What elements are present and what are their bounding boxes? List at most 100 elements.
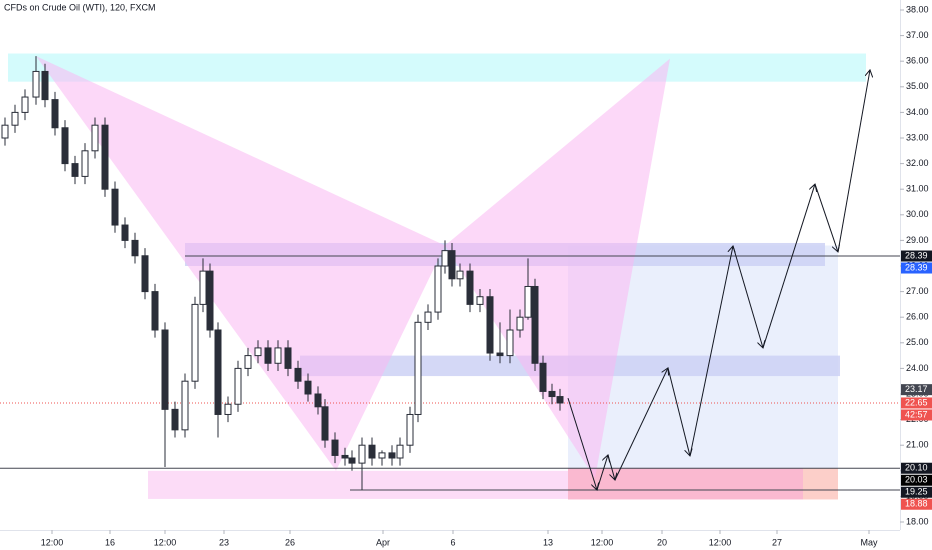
projection-segment [732,245,763,348]
candle-body [21,96,29,113]
zone [148,470,568,499]
candle-body [466,270,474,305]
candle-body [388,452,396,459]
candle-body [304,380,312,395]
y-tick-label: 31.00 [906,184,929,194]
candle-body [556,396,564,404]
zone [568,468,803,500]
price-label-bg [901,397,932,409]
candle-body [348,457,356,464]
zone [8,53,866,82]
projection-segment [667,367,690,456]
candle-body [321,406,329,441]
x-tick-label: 23 [219,537,229,547]
y-tick-label: 34.00 [906,107,929,117]
projection-segment [762,184,815,349]
candle-body [314,393,322,408]
candle-body [331,439,339,456]
y-tick-label: 36.00 [906,56,929,66]
candle-body [424,311,432,323]
price-label-bg [901,486,932,498]
price-label-bg [901,262,932,274]
candle-body [71,163,79,177]
candle-body [548,390,556,398]
candle-body [506,329,514,357]
candle-body [61,127,69,165]
y-tick-label: 18.00 [906,516,929,526]
price-label-bg [901,409,932,421]
harmonic-pattern [36,56,445,471]
candle-body [496,352,504,357]
x-tick-label: 12:00 [591,537,614,547]
projection-segment [614,368,668,481]
candle-body [171,408,179,431]
projection-segment [567,397,597,490]
candle-body [161,329,169,410]
candle-body [368,444,376,459]
x-tick-label: Apr [376,537,390,547]
candle-body [274,347,282,364]
candle-body [476,296,484,305]
y-tick-label: 38.00 [906,4,929,14]
x-tick-label: 13 [543,537,553,547]
candle-body [244,355,252,369]
candle-body [414,321,422,415]
price-label: 19.25 [905,487,928,497]
candle-body [199,270,207,305]
y-tick-label: 32.00 [906,158,929,168]
candle-body [456,270,464,280]
candle-body [191,303,199,382]
candle-body [234,367,242,405]
candle-body [434,265,442,313]
y-tick-label: 27.00 [906,286,929,296]
candle-body [206,270,214,331]
candle-body [358,444,366,464]
projection-segment [596,455,608,491]
candle-body [294,367,302,382]
candle-body [91,124,99,152]
x-tick-label: 12:00 [41,537,64,547]
y-tick-label: 30.00 [906,209,929,219]
x-tick-label: 27 [772,537,782,547]
projection-segment [814,183,838,252]
x-tick-label: 12:00 [154,537,177,547]
candle-body [524,285,532,318]
candle-body [181,380,189,431]
y-tick-label: 37.00 [906,30,929,40]
candle-body [131,239,139,257]
candle-body [41,70,49,101]
y-tick-label: 33.00 [906,132,929,142]
y-tick-label: 26.00 [906,312,929,322]
candle-body [11,111,19,126]
projection-segment [837,70,870,253]
x-tick-label: 26 [285,537,295,547]
candle-body [486,296,494,354]
candle-body [101,124,109,190]
price-label-bg [901,498,932,510]
harmonic-pattern [445,58,670,479]
price-label-bg [901,462,932,474]
price-label: 20.10 [905,463,928,473]
y-tick-label: 25.00 [906,337,929,347]
candle-body [121,224,129,241]
candle-body [406,413,414,446]
price-label: 20.03 [905,475,928,485]
x-tick-label: 16 [105,537,115,547]
price-label: 28.39 [905,250,928,260]
candle-body [81,150,89,177]
candle-body [396,444,404,459]
candle-body [214,329,222,415]
candle-body [531,285,539,364]
candle-body [111,188,119,226]
price-label-bg [901,250,932,262]
candle-body [1,124,9,139]
candle-body [264,347,272,364]
candle-body [378,452,386,459]
candle-body [51,99,59,129]
price-label: 23.17 [905,384,928,394]
x-tick-label: 6 [450,537,455,547]
y-tick-label: 35.00 [906,81,929,91]
candle-body [151,291,159,331]
x-tick-label: 12:00 [709,537,732,547]
candle-body [284,347,292,369]
